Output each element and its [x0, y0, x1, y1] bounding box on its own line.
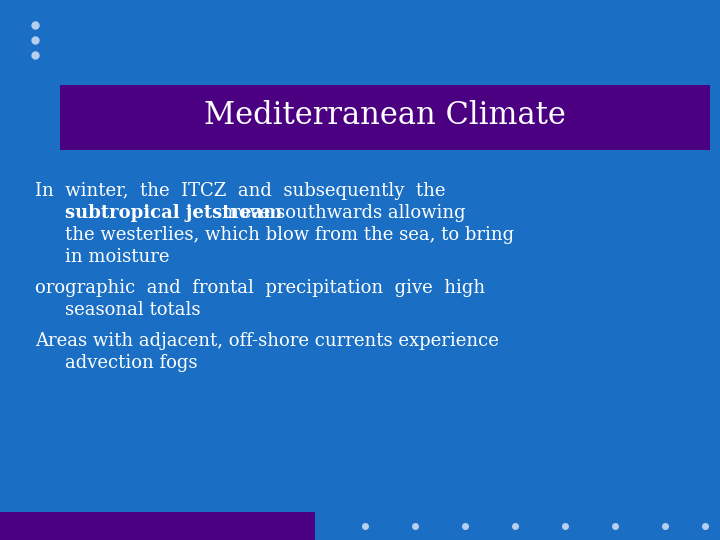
- Text: the westerlies, which blow from the sea, to bring: the westerlies, which blow from the sea,…: [65, 226, 514, 244]
- Bar: [60, 85, 710, 150]
- Text: Areas with adjacent, off-shore currents experience: Areas with adjacent, off-shore currents …: [35, 332, 499, 349]
- Text: subtropical jetstream: subtropical jetstream: [65, 204, 282, 222]
- Text: move southwards allowing: move southwards allowing: [216, 204, 466, 222]
- Text: Mediterranean Climate: Mediterranean Climate: [204, 99, 566, 131]
- Text: orographic  and  frontal  precipitation  give  high: orographic and frontal precipitation giv…: [35, 279, 485, 297]
- Text: In  winter,  the  ITCZ  and  subsequently  the: In winter, the ITCZ and subsequently the: [35, 182, 446, 200]
- Text: seasonal totals: seasonal totals: [65, 301, 200, 319]
- Bar: [0, 512, 315, 540]
- Text: advection fogs: advection fogs: [65, 354, 197, 372]
- Text: in moisture: in moisture: [65, 248, 169, 266]
